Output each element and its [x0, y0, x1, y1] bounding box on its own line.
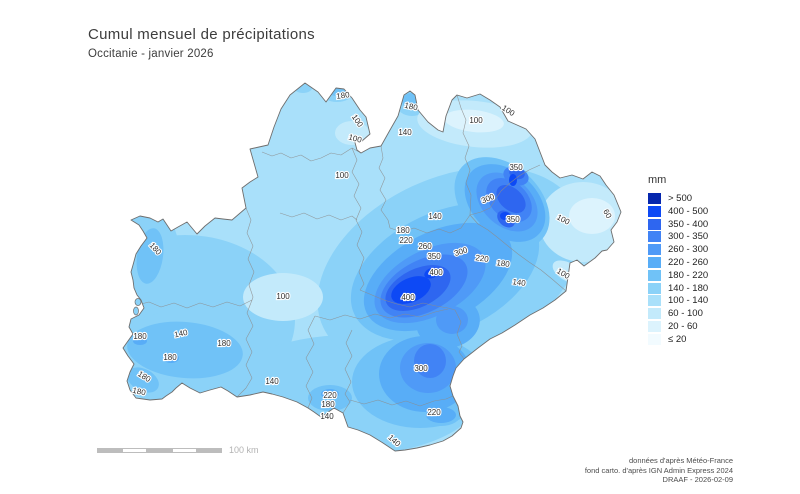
legend-item: 60 - 100 [648, 308, 708, 320]
legend-item: > 500 [648, 193, 708, 204]
legend-label: 180 - 220 [668, 269, 709, 281]
legend-swatch [648, 282, 661, 294]
contour-label: 400 [401, 293, 415, 302]
legend-label: 300 - 350 [668, 231, 709, 243]
contour-label: 180 [496, 258, 511, 269]
contour-label: 180 [336, 90, 351, 101]
page-title: Cumul mensuel de précipitations [88, 26, 315, 43]
legend-swatch [648, 333, 661, 345]
legend-swatch [648, 320, 661, 332]
legend-item: 140 - 180 [648, 282, 709, 294]
legend-swatch [648, 244, 661, 256]
legend-item: 20 - 60 [648, 320, 708, 332]
legend: mm > 500 400 - 500 350 - 400 300 - 350 260 -… [648, 174, 708, 347]
scale-bar-label: 100 km [229, 445, 259, 455]
enclave-island [133, 306, 139, 316]
legend-item: 180 - 220 [648, 269, 709, 281]
contour-label: 100 [469, 116, 483, 125]
contour-label: 300 [414, 364, 428, 373]
attribution-line: DRAAF - 2026-02-09 [662, 475, 733, 484]
contour-label: 180 [133, 332, 147, 341]
legend-label: 20 - 60 [668, 320, 698, 332]
attribution: données d'après Météo-France fond carto. … [585, 456, 733, 485]
contour-label: 180 [217, 339, 231, 348]
legend-label: 400 - 500 [668, 205, 709, 217]
enclave-island [134, 298, 142, 306]
contour-label: 220 [323, 391, 337, 400]
contour-label: 220 [475, 253, 490, 264]
contour-label: 180 [163, 353, 177, 362]
legend-label: 220 - 260 [668, 256, 709, 268]
legend-items: > 500 400 - 500 350 - 400 300 - 350 260 - 30… [648, 193, 708, 345]
contour-label: 350 [427, 252, 441, 261]
legend-swatch [648, 269, 661, 281]
scale-segment [147, 448, 172, 453]
legend-swatch [648, 256, 661, 268]
contour-label: 140 [173, 328, 188, 340]
legend-item: 400 - 500 [648, 205, 709, 217]
attribution-line: données d'après Météo-France [629, 456, 733, 465]
contour-label: 180 [404, 101, 419, 113]
contour-label: 180 [132, 386, 147, 398]
scale-segment [197, 448, 222, 453]
legend-swatch [648, 308, 661, 320]
contour-label: 350 [509, 163, 523, 172]
legend-label: 260 - 300 [668, 244, 709, 256]
legend-label: 140 - 180 [668, 282, 709, 294]
legend-item: 300 - 350 [648, 231, 709, 243]
contour-label: 350 [506, 215, 520, 224]
legend-label: > 500 [668, 193, 693, 204]
legend-label: ≤ 20 [668, 333, 687, 345]
legend-swatch [648, 295, 661, 307]
scale-bar: 100 km [97, 445, 259, 455]
contour-label: 140 [398, 128, 412, 137]
contour-label: 220 [427, 408, 441, 417]
legend-swatch [648, 231, 661, 243]
contour-label: 140 [428, 212, 442, 221]
legend-item: ≤ 20 [648, 333, 708, 345]
legend-item: 100 - 140 [648, 295, 709, 307]
legend-swatch [648, 218, 661, 230]
page-subtitle: Occitanie - janvier 2026 [88, 48, 214, 60]
scale-segment [172, 448, 197, 453]
contour-label: 220 [399, 236, 413, 245]
legend-item: 260 - 300 [648, 244, 709, 256]
contour-label: 140 [320, 412, 334, 421]
legend-item: 220 - 260 [648, 256, 709, 268]
legend-label: 350 - 400 [668, 218, 709, 230]
contour-label: 100 [276, 292, 290, 301]
legend-title: mm [648, 174, 667, 186]
department-boundaries [136, 94, 567, 414]
legend-label: 60 - 100 [668, 308, 703, 320]
legend-swatch [648, 193, 661, 204]
scale-segment [97, 448, 122, 453]
legend-swatch [648, 205, 661, 217]
legend-item: 350 - 400 [648, 218, 709, 230]
legend-label: 100 - 140 [668, 295, 709, 307]
contour-label: 260 [418, 242, 432, 251]
scale-segment [122, 448, 147, 453]
contour-label: 400 [429, 268, 443, 277]
contour-label: 140 [512, 277, 527, 288]
contour-label: 100 [335, 171, 349, 180]
contour-label: 140 [265, 377, 279, 386]
attribution-line: fond carto. d'après IGN Admin Express 20… [584, 465, 733, 475]
contour-label: 180 [321, 400, 335, 409]
contour-label: 180 [396, 226, 410, 235]
